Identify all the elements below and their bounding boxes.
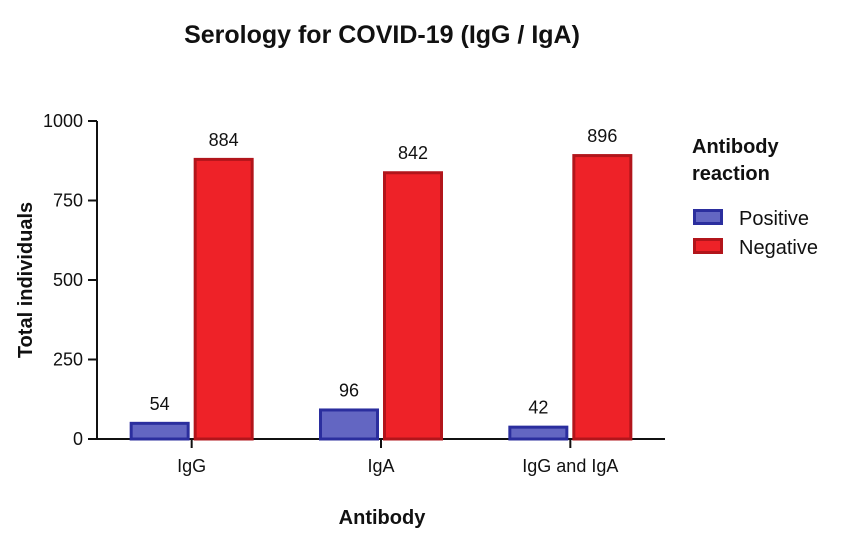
bar-negative [572,154,633,441]
legend-label-positive: Positive [739,208,809,230]
data-label: 842 [398,143,428,163]
x-tick-label: IgG [177,456,206,476]
y-tick-label: 500 [53,270,83,290]
data-labels: 54 884 96 842 42 896 [150,126,618,418]
data-label: 884 [209,130,239,150]
legend-label-negative: Negative [739,237,818,259]
data-label: 42 [528,398,548,418]
x-tick-label: IgG and IgA [522,456,618,476]
legend-title-line-2: reaction [692,163,770,185]
data-label: 54 [150,394,170,414]
bar-negative [383,171,443,441]
legend-swatch-positive [693,209,723,225]
x-tick-label: IgA [367,456,394,476]
y-tick-label: 1000 [43,111,83,131]
y-tick-label: 750 [53,191,83,211]
y-tick-label: 250 [53,350,83,370]
x-axis-title: Antibody [339,507,427,529]
y-tick-label: 0 [73,429,83,449]
legend-swatch-negative [693,238,723,254]
y-axis-title: Total individuals [15,202,37,358]
bar-positive [319,408,379,441]
y-axis: 0 250 500 750 1000 [43,111,98,449]
bar-positive [129,421,190,441]
bar-positive [508,425,569,441]
data-label: 896 [587,126,617,146]
bar-negative [193,157,254,441]
x-axis: IgG IgA IgG and IgA [97,438,665,476]
legend-title-line-1: Antibody [692,136,780,158]
legend: Antibody reaction Positive Negative [692,136,818,259]
data-label: 96 [339,380,359,400]
bars [129,154,633,441]
chart-title: Serology for COVID-19 (IgG / IgA) [184,21,580,49]
